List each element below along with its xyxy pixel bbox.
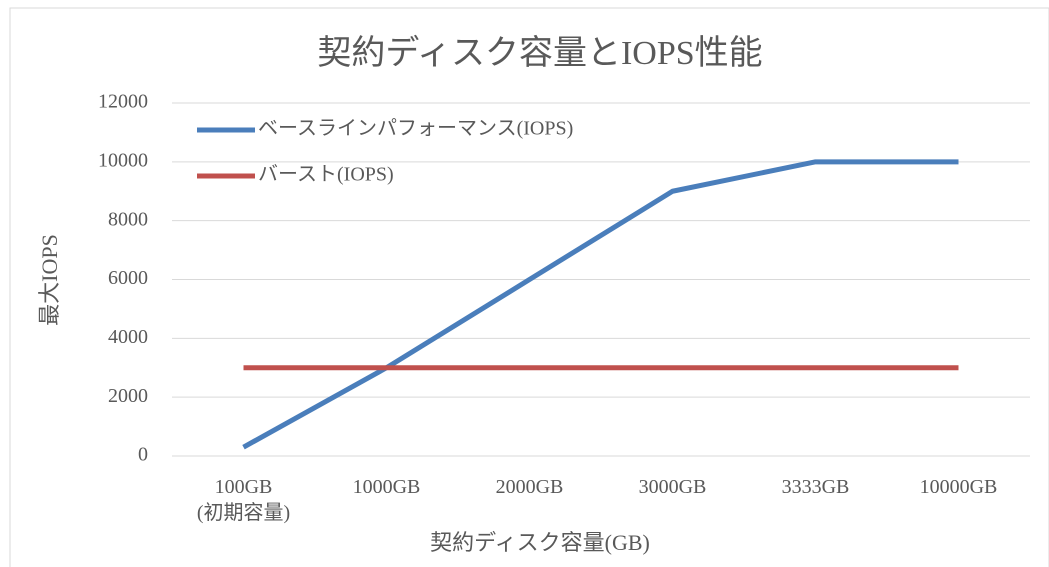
y-tick-label: 6000 <box>108 267 148 289</box>
series-line <box>242 159 959 450</box>
x-tick-label: 100GB (初期容量) <box>196 476 291 524</box>
legend-label: バースト(IOPS) <box>258 164 394 186</box>
x-tick-label: 3333GB <box>781 476 850 498</box>
chart-frame <box>9 7 1049 567</box>
y-tick-label: 8000 <box>108 208 148 230</box>
y-tick-label: 10000 <box>98 149 148 171</box>
y-tick-label: 4000 <box>108 326 148 348</box>
legend-label: ベースラインパフォーマンス(IOPS) <box>258 118 573 140</box>
x-tick-label: 10000GB <box>919 476 998 498</box>
y-tick-label: 2000 <box>108 385 148 407</box>
x-tick-label: 2000GB <box>495 476 564 498</box>
x-axis-title: 契約ディスク容量(GB) <box>430 530 650 555</box>
y-tick-label: 0 <box>138 444 148 466</box>
x-tick-label: 1000GB <box>352 476 421 498</box>
y-axis-title: 最大IOPS <box>37 234 62 326</box>
chart-title: 契約ディスク容量とIOPS性能 <box>317 34 762 72</box>
y-tick-label: 12000 <box>98 91 148 113</box>
x-tick-label: 3000GB <box>638 476 707 498</box>
